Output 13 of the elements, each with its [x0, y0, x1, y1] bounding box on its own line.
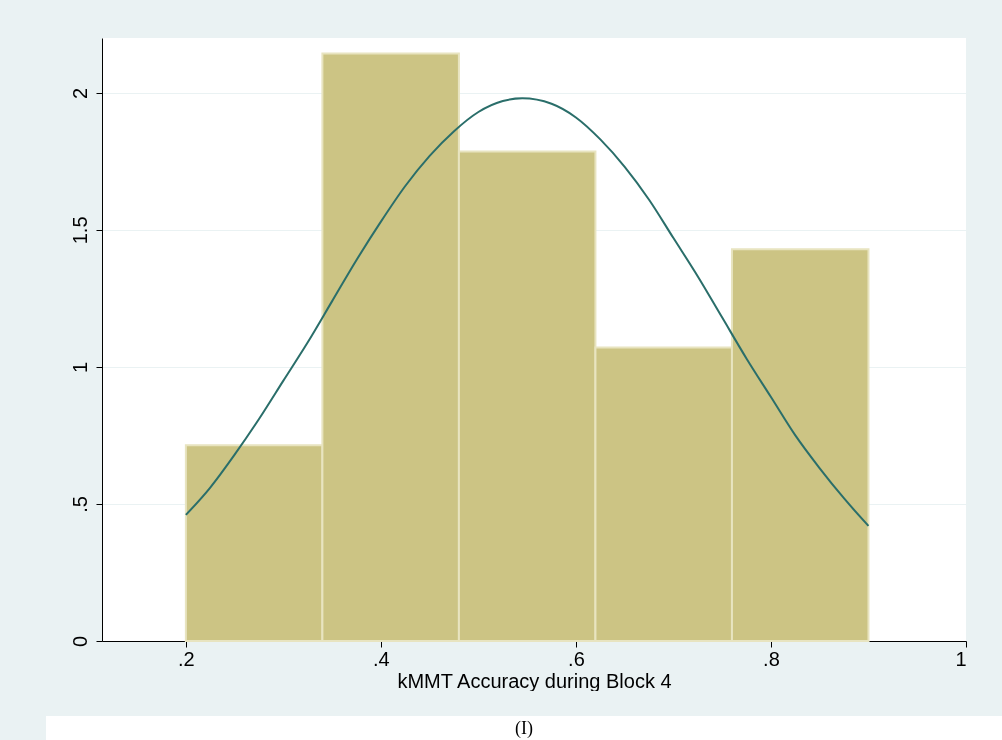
y-tick-label: 1 [68, 361, 91, 373]
text: (I) [46, 716, 1002, 740]
y-tick-label: 1.5 [68, 216, 91, 245]
x-tick-label: 1 [955, 647, 967, 670]
y-tick-label: 2 [68, 87, 91, 99]
y-tick-label: 0 [68, 635, 91, 648]
x-axis-title: kMMT Accuracy during Block 4 [397, 669, 672, 692]
y-tick-label: .5 [68, 496, 91, 513]
x-tick-label: .4 [373, 647, 390, 670]
x-tick-label: .8 [763, 647, 780, 670]
x-tick-label: .2 [178, 647, 195, 670]
line-series [184, 97, 870, 527]
x-tick-label: .6 [568, 647, 585, 670]
